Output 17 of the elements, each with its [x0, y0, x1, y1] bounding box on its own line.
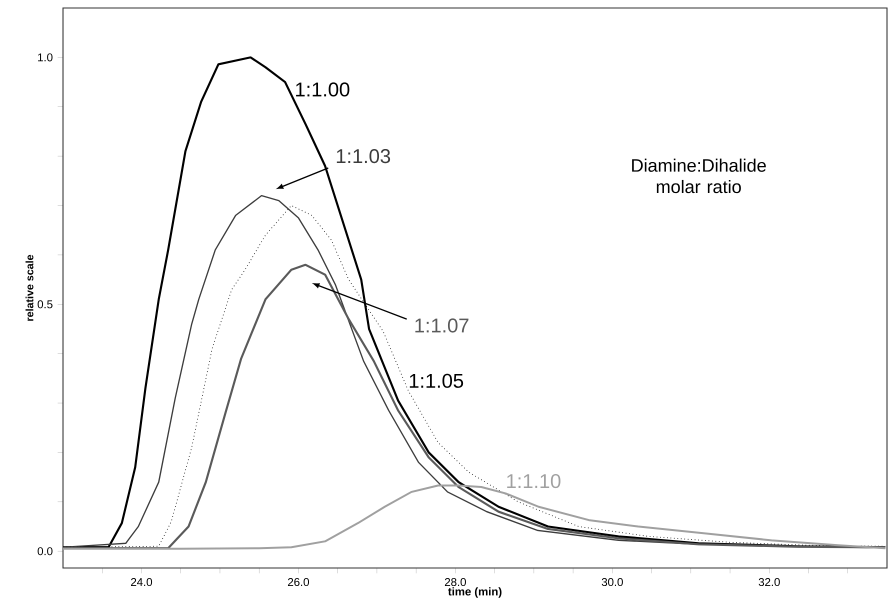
- x-tick-label: 24.0: [131, 578, 152, 586]
- series-label: 1:1.00: [296, 82, 350, 97]
- series-label: 1:1.05: [410, 374, 464, 388]
- x-axis-title: time (min): [448, 587, 502, 598]
- line-series: [63, 264, 886, 550]
- y-tick-label: 1.0: [38, 53, 53, 62]
- text: 1:1.03: [336, 149, 390, 164]
- y-tick-label: 0.0: [38, 547, 53, 556]
- x-tick-label: 26.0: [288, 578, 310, 586]
- x-tick-label: 30.0: [602, 578, 623, 586]
- annotation: Diamine:Dihalide molar ratio: [632, 158, 766, 194]
- text: 1:1.07: [415, 318, 468, 333]
- series-label: 1:1.10: [507, 474, 560, 488]
- y-axis-title: relative scale: [26, 254, 34, 321]
- x-tick-label: 28.0: [444, 578, 466, 586]
- x-tick-label: 32.0: [758, 578, 780, 586]
- y-tick-label: 0.5: [38, 300, 52, 308]
